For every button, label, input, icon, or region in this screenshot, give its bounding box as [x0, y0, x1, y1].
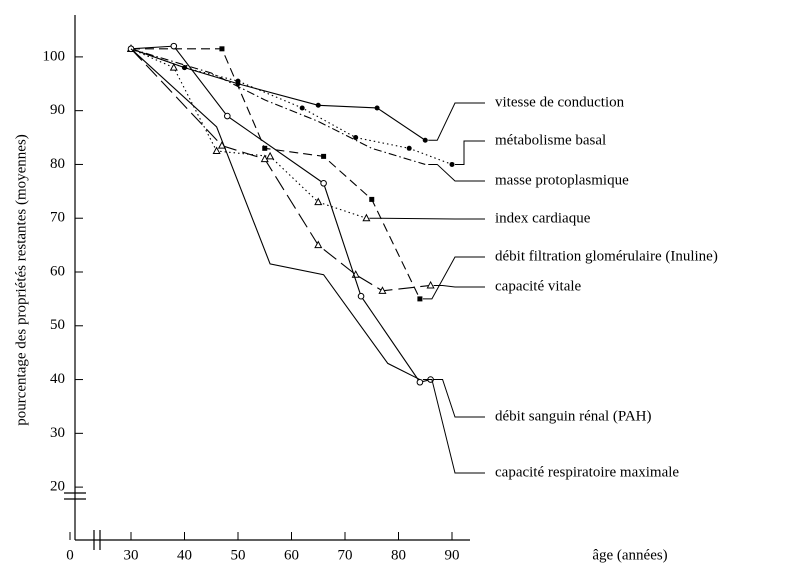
leader-line	[428, 102, 485, 141]
series-label: débit filtration glomérulaire (Inuline)	[495, 248, 718, 264]
y-tick-label: 30	[50, 425, 65, 441]
y-tick-label: 100	[43, 48, 66, 64]
x-tick-label: 0	[66, 547, 74, 563]
series-line	[130, 48, 426, 141]
series-line	[130, 48, 421, 381]
point	[374, 105, 380, 111]
y-tick-label: 70	[50, 210, 65, 226]
series-label: masse protoplasmique	[495, 172, 629, 188]
y-tick-label: 40	[50, 371, 65, 387]
point	[266, 151, 275, 160]
series-label: métabolisme basal	[495, 132, 606, 148]
point	[212, 146, 221, 154]
leader-line	[428, 163, 485, 182]
point	[417, 296, 423, 302]
point	[169, 63, 178, 71]
y-tick-label: 90	[50, 102, 65, 118]
x-tick-label: 40	[177, 547, 192, 563]
point	[369, 196, 375, 202]
y-tick-label: 60	[50, 263, 65, 279]
leader-line	[433, 379, 485, 418]
y-tick-label: 50	[50, 317, 65, 333]
point	[314, 197, 323, 206]
point	[262, 145, 268, 151]
point	[362, 213, 371, 222]
point	[357, 292, 365, 300]
point	[219, 46, 225, 52]
series-label: capacité vitale	[495, 278, 582, 294]
point	[449, 161, 455, 167]
point	[170, 42, 178, 50]
series-label: vitesse de conduction	[495, 94, 625, 110]
point	[299, 105, 305, 111]
leader-line	[422, 379, 485, 474]
point	[406, 145, 412, 151]
point	[320, 179, 327, 187]
point	[422, 137, 428, 143]
x-tick-label: 80	[391, 547, 406, 563]
leader-line	[433, 284, 485, 288]
x-tick-label: 90	[445, 547, 460, 563]
point	[182, 65, 187, 71]
point	[378, 286, 387, 294]
series-line	[130, 45, 431, 383]
leader-line	[455, 140, 485, 165]
y-tick-label: 80	[50, 156, 65, 172]
x-axis-label: âge (années)	[592, 547, 667, 563]
point	[321, 153, 327, 159]
point	[426, 280, 435, 289]
series-label: débit sanguin rénal (PAH)	[495, 408, 652, 424]
leader-line	[422, 256, 485, 300]
x-tick-label: 30	[124, 547, 139, 563]
point	[314, 240, 323, 249]
series-label: index cardiaque	[495, 210, 591, 226]
point	[315, 102, 321, 108]
y-tick-label: 20	[50, 479, 65, 495]
x-tick-label: 70	[338, 547, 353, 563]
x-tick-label: 50	[231, 547, 246, 563]
point	[416, 378, 424, 386]
leader-line	[369, 217, 485, 220]
point	[224, 112, 231, 120]
point	[260, 154, 269, 163]
point	[353, 135, 359, 141]
series-line	[130, 48, 431, 292]
series-line	[131, 48, 421, 300]
series-label: capacité respiratoire maximale	[495, 464, 679, 480]
series-line	[130, 48, 367, 219]
axis-breaks	[64, 492, 101, 550]
series-line	[130, 48, 426, 165]
y-axis-label: pourcentage des propriétés restantes (mo…	[13, 134, 29, 426]
x-tick-label: 60	[284, 547, 299, 563]
